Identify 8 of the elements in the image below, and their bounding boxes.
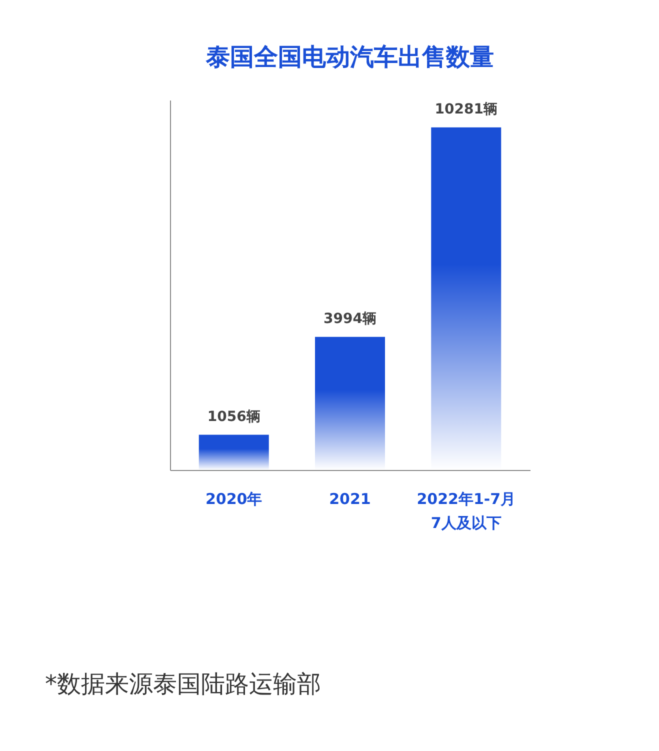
data-label: 3994辆 <box>324 310 376 327</box>
text: *数据来源泰国陆路运输部 <box>45 670 321 698</box>
x-tick-label: 2021 <box>329 490 371 508</box>
chart-title: 泰国全国电动汽车出售数量 <box>205 43 494 71</box>
data-label: 1056辆 <box>207 408 260 425</box>
data-label: 10281辆 <box>434 101 498 118</box>
x-tick-label: 2022年1-7月 7人及以下 <box>416 490 516 532</box>
x-tick-label: 2020年 <box>205 490 262 508</box>
